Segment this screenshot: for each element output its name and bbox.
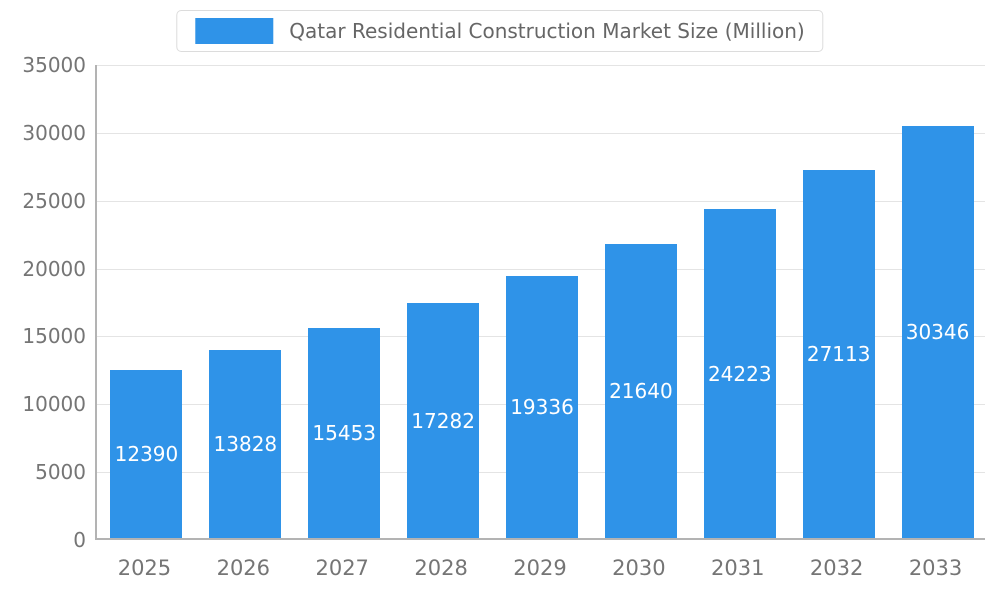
x-tick-label: 2027 — [315, 556, 369, 580]
bar-value-label: 21640 — [609, 379, 673, 404]
y-tick-label: 15000 — [22, 324, 86, 349]
x-tick-label: 2031 — [711, 556, 765, 580]
y-tick-label: 20000 — [22, 256, 86, 281]
gridline — [97, 65, 985, 66]
x-tick-label: 2029 — [513, 556, 567, 580]
y-tick-label: 10000 — [22, 392, 86, 417]
y-tick-label: 35000 — [22, 53, 86, 77]
bar-value-label: 30346 — [905, 320, 970, 345]
gridline — [97, 268, 985, 270]
bar-value-label: 24223 — [707, 361, 772, 386]
bar-value-label: 12390 — [114, 441, 179, 466]
bar-2028: 17282 — [407, 303, 480, 538]
bar-2027: 15453 — [308, 328, 381, 538]
bar-2026: 13828 — [209, 350, 282, 538]
y-tick-label: 30000 — [22, 120, 86, 145]
bar-2031: 24223 — [703, 209, 776, 538]
bar-value-label: 27113 — [806, 342, 871, 367]
bar-value-label: 15453 — [312, 421, 377, 446]
x-tick-label: 2032 — [809, 556, 864, 580]
bar-2033: 30346 — [901, 126, 974, 538]
plot-area: 12390 13828 15453 17282 19336 21640 24223 27113… — [95, 65, 985, 540]
y-tick-label: 0 — [73, 528, 86, 552]
bar-2029: 19336 — [506, 275, 578, 538]
x-tick-label: 2026 — [216, 556, 271, 580]
y-tick-label: 5000 — [35, 460, 86, 485]
bar-2030: 21640 — [604, 244, 677, 538]
x-tick-label: 2028 — [414, 556, 468, 580]
bar-value-label: 13828 — [213, 432, 278, 457]
gridline — [97, 132, 985, 134]
bar-value-label: 17282 — [411, 408, 475, 433]
bar-2025: 12390 — [110, 369, 183, 538]
bar-2032: 27113 — [802, 170, 875, 538]
x-axis-labels: 2025 2026 2027 2028 2029 2030 2031 2032 2033 — [95, 556, 985, 586]
x-tick-label: 2025 — [117, 556, 172, 580]
bar-value-label: 19336 — [510, 394, 574, 419]
x-tick-label: 2033 — [908, 556, 963, 580]
legend-swatch — [195, 18, 274, 44]
legend-label: Qatar Residential Construction Market Si… — [289, 19, 805, 43]
y-axis-labels: 0 5000 10000 15000 20000 25000 30000 35000 — [0, 0, 86, 600]
chart-legend: Qatar Residential Construction Market Si… — [176, 10, 824, 52]
x-tick-label: 2030 — [612, 556, 666, 580]
gridline — [97, 200, 985, 202]
y-tick-label: 25000 — [22, 188, 86, 213]
